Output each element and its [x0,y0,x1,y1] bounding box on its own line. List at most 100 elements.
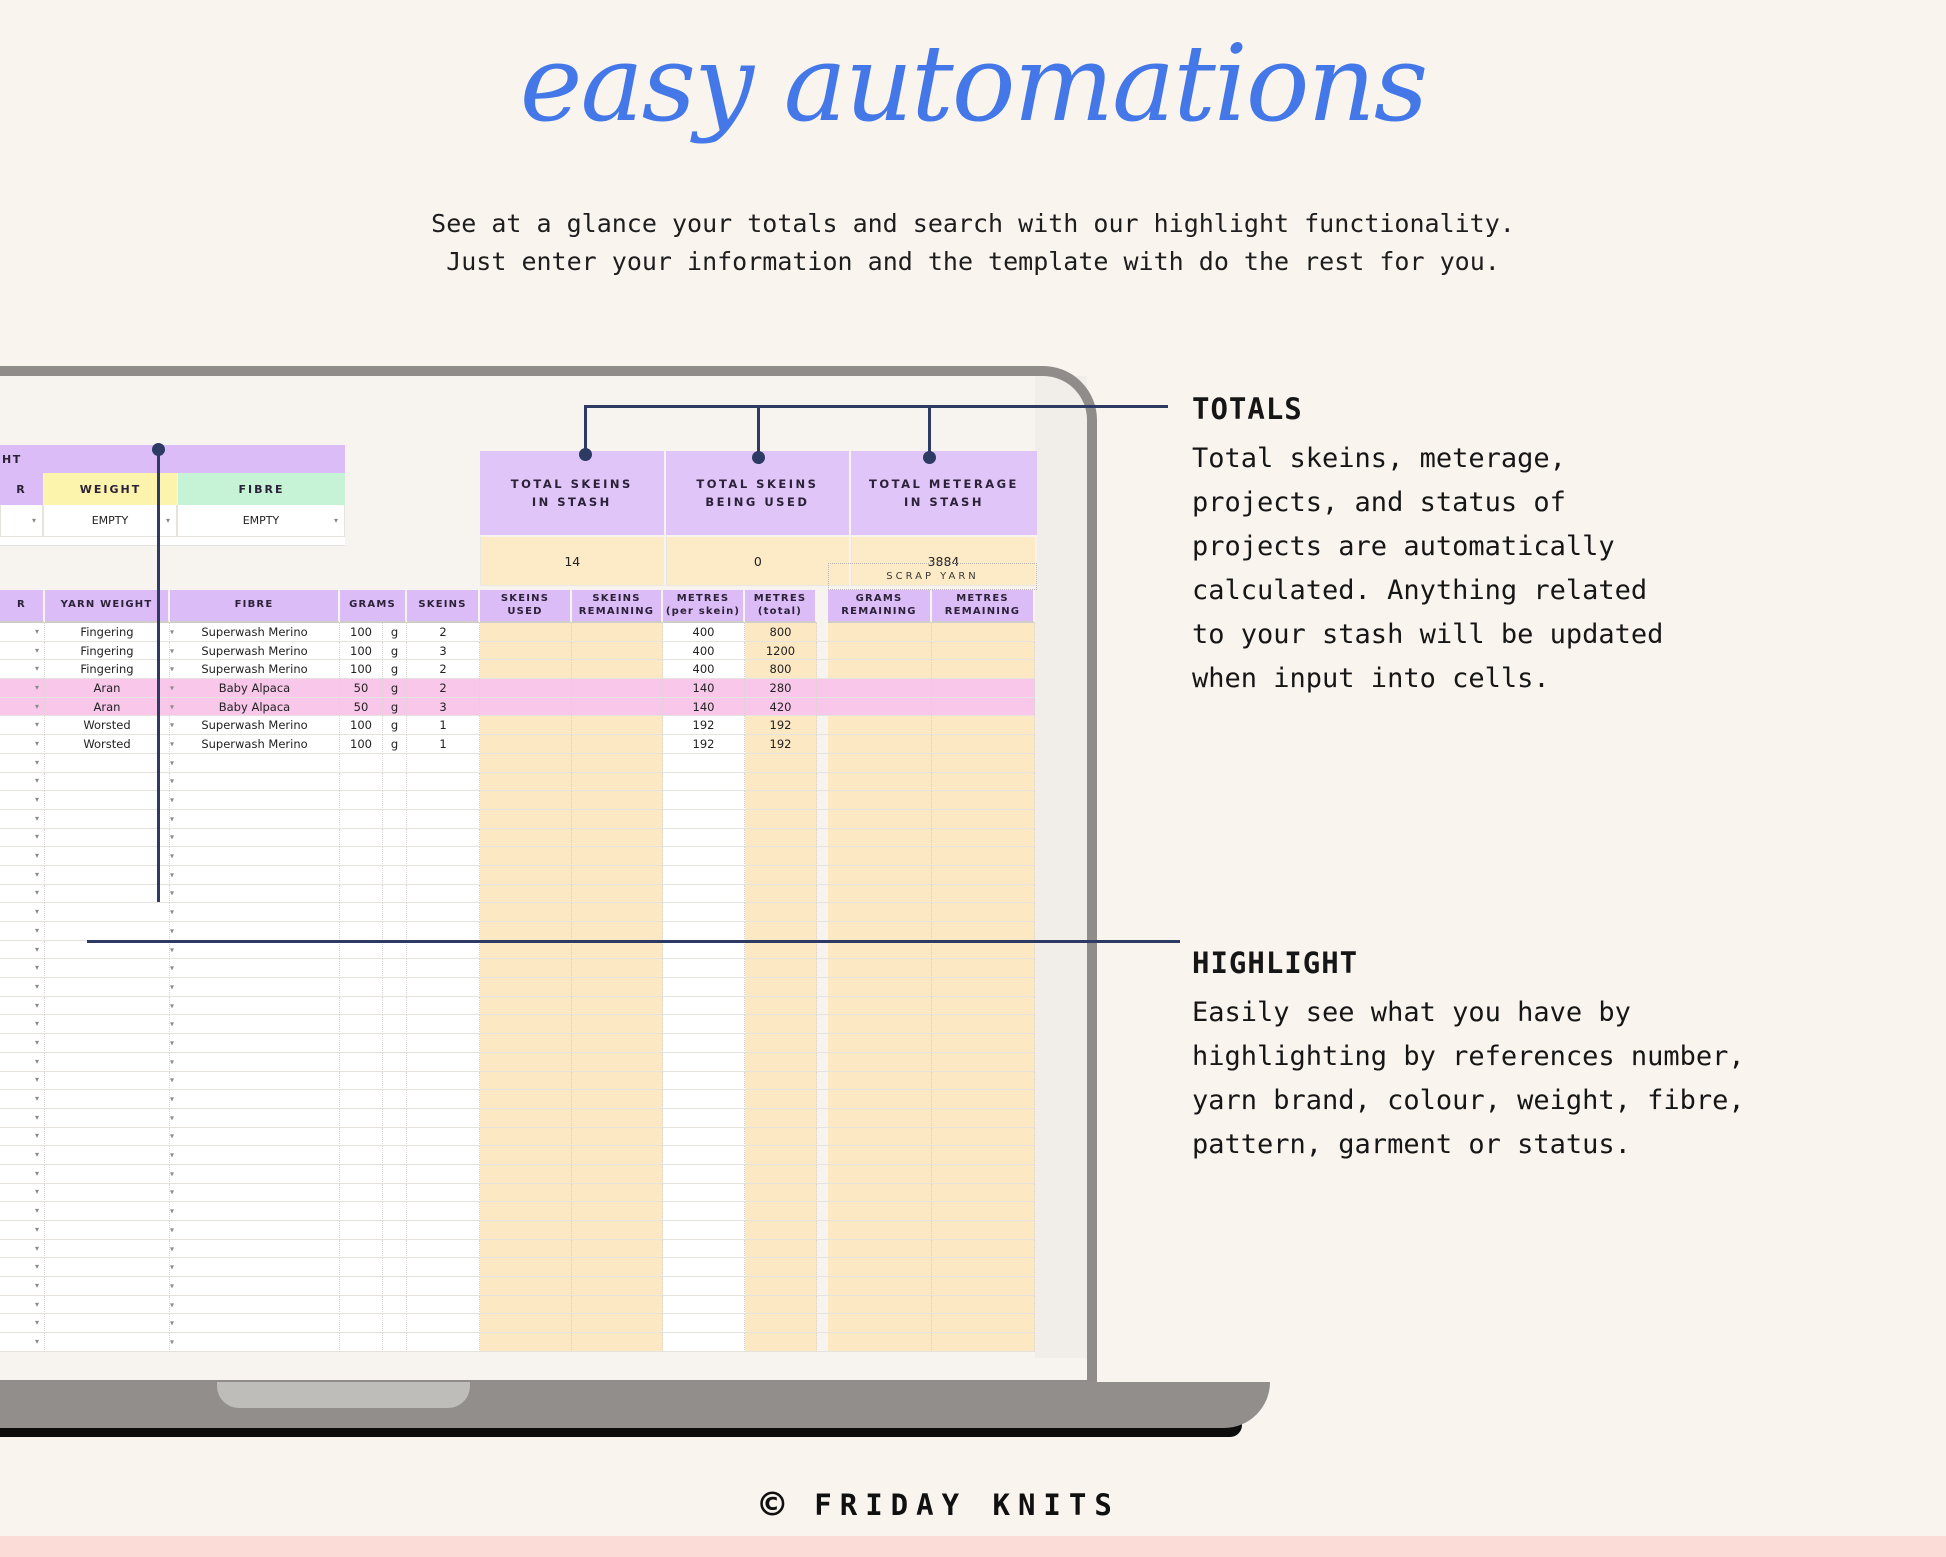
row-dropdown-arrow-icon[interactable]: ▾ [34,1299,39,1309]
row-dropdown-arrow-icon[interactable]: ▾ [169,702,174,712]
row-dropdown-arrow-icon[interactable]: ▾ [34,682,39,692]
row-dropdown-arrow-icon[interactable]: ▾ [34,1280,39,1290]
row-dropdown-arrow-icon[interactable]: ▾ [169,1131,174,1141]
row-dropdown-arrow-icon[interactable]: ▾ [34,1056,39,1066]
row-dropdown-arrow-icon[interactable]: ▾ [34,1318,39,1328]
row-dropdown-arrow-icon[interactable]: ▾ [169,776,174,786]
row-dropdown-arrow-icon[interactable]: ▾ [34,1224,39,1234]
row-dropdown-arrow-icon[interactable]: ▾ [34,1000,39,1010]
row-dropdown-arrow-icon[interactable]: ▾ [34,1206,39,1216]
row-dropdown-arrow-icon[interactable]: ▾ [169,1318,174,1328]
row-dropdown-arrow-icon[interactable]: ▾ [169,945,174,955]
row-dropdown-arrow-icon[interactable]: ▾ [34,1094,39,1104]
cell-c10 [817,1202,828,1221]
row-dropdown-arrow-icon[interactable]: ▾ [169,926,174,936]
dropdown-arrow-icon[interactable]: ▾ [333,515,338,525]
cell-c2 [170,1183,340,1203]
row-dropdown-arrow-icon[interactable]: ▾ [169,1057,174,1067]
row-dropdown-arrow-icon[interactable]: ▾ [169,1225,174,1235]
filter-ref-dropdown[interactable]: ▾ [0,505,43,537]
row-dropdown-arrow-icon[interactable]: ▾ [34,1037,39,1047]
row-dropdown-arrow-icon[interactable]: ▾ [34,851,39,861]
row-dropdown-arrow-icon[interactable]: ▾ [34,963,39,973]
row-dropdown-arrow-icon[interactable]: ▾ [169,664,174,674]
row-dropdown-arrow-icon[interactable]: ▾ [34,888,39,898]
row-dropdown-arrow-icon[interactable]: ▾ [169,1113,174,1123]
row-dropdown-arrow-icon[interactable]: ▾ [34,645,39,655]
row-dropdown-arrow-icon[interactable]: ▾ [169,627,174,637]
row-dropdown-arrow-icon[interactable]: ▾ [169,982,174,992]
row-dropdown-arrow-icon[interactable]: ▾ [169,1169,174,1179]
cell-c12 [932,1314,1035,1334]
table-row-empty: ▾ ▾ [0,1314,1035,1334]
row-dropdown-arrow-icon[interactable]: ▾ [34,1150,39,1160]
row-dropdown-arrow-icon[interactable]: ▾ [34,757,39,767]
row-dropdown-arrow-icon[interactable]: ▾ [169,1300,174,1310]
row-dropdown-arrow-icon[interactable]: ▾ [34,1131,39,1141]
row-dropdown-arrow-icon[interactable]: ▾ [34,1336,39,1346]
row-dropdown-arrow-icon[interactable]: ▾ [34,832,39,842]
cell-c8 [663,884,745,904]
row-dropdown-arrow-icon[interactable]: ▾ [169,1001,174,1011]
row-dropdown-arrow-icon[interactable]: ▾ [34,1168,39,1178]
row-dropdown-arrow-icon[interactable]: ▾ [34,1262,39,1272]
row-dropdown-arrow-icon[interactable]: ▾ [169,1206,174,1216]
row-dropdown-arrow-icon[interactable]: ▾ [169,963,174,973]
row-dropdown-arrow-icon[interactable]: ▾ [169,1262,174,1272]
cell-c4 [383,1277,407,1296]
row-dropdown-arrow-icon[interactable]: ▾ [34,925,39,935]
totals-column-label: TOTAL METERAGE IN STASH [851,451,1037,535]
row-dropdown-arrow-icon[interactable]: ▾ [169,739,174,749]
row-dropdown-arrow-icon[interactable]: ▾ [34,776,39,786]
row-dropdown-arrow-icon[interactable]: ▾ [169,1187,174,1197]
row-dropdown-arrow-icon[interactable]: ▾ [169,758,174,768]
row-dropdown-arrow-icon[interactable]: ▾ [34,1019,39,1029]
dropdown-arrow-icon[interactable]: ▾ [165,515,170,525]
row-dropdown-arrow-icon[interactable]: ▾ [34,795,39,805]
row-dropdown-arrow-icon[interactable]: ▾ [169,1281,174,1291]
row-dropdown-arrow-icon[interactable]: ▾ [169,646,174,656]
row-dropdown-arrow-icon[interactable]: ▾ [169,795,174,805]
row-dropdown-arrow-icon[interactable]: ▾ [169,1244,174,1254]
cell-c5: 3 [407,697,480,717]
cell-c5 [407,1164,480,1184]
cell-c4 [383,809,407,829]
row-dropdown-arrow-icon[interactable]: ▾ [34,1112,39,1122]
row-dropdown-arrow-icon[interactable]: ▾ [169,1019,174,1029]
row-dropdown-arrow-icon[interactable]: ▾ [34,701,39,711]
row-dropdown-arrow-icon[interactable]: ▾ [34,1075,39,1085]
table-row-empty: ▾ ▾ [0,791,1035,810]
row-dropdown-arrow-icon[interactable]: ▾ [169,1150,174,1160]
row-dropdown-arrow-icon[interactable]: ▾ [34,664,39,674]
cell-c10 [817,1165,828,1184]
cell-c2 [170,1146,340,1165]
filter-fibre-dropdown[interactable]: EMPTY ▾ [177,505,345,537]
table-row: ▾ Fingering ▾ Superwash Merino 100 g 3 400 1200 [0,641,1035,661]
row-dropdown-arrow-icon[interactable]: ▾ [169,814,174,824]
row-dropdown-arrow-icon[interactable]: ▾ [34,1243,39,1253]
row-dropdown-arrow-icon[interactable]: ▾ [169,720,174,730]
row-dropdown-arrow-icon[interactable]: ▾ [169,1337,174,1347]
cell-c0: ▾ [0,716,45,736]
row-dropdown-arrow-icon[interactable]: ▾ [169,851,174,861]
row-dropdown-arrow-icon[interactable]: ▾ [169,1038,174,1048]
row-dropdown-arrow-icon[interactable]: ▾ [34,981,39,991]
row-dropdown-arrow-icon[interactable]: ▾ [169,832,174,842]
row-dropdown-arrow-icon[interactable]: ▾ [169,1075,174,1085]
filter-weight-dropdown[interactable]: EMPTY ▾ [43,505,177,537]
row-dropdown-arrow-icon[interactable]: ▾ [169,683,174,693]
row-dropdown-arrow-icon[interactable]: ▾ [169,870,174,880]
row-dropdown-arrow-icon[interactable]: ▾ [34,1187,39,1197]
row-dropdown-arrow-icon[interactable]: ▾ [34,907,39,917]
cell-c1: ▾ [45,1239,174,1259]
row-dropdown-arrow-icon[interactable]: ▾ [34,944,39,954]
row-dropdown-arrow-icon[interactable]: ▾ [169,1094,174,1104]
row-dropdown-arrow-icon[interactable]: ▾ [169,888,174,898]
row-dropdown-arrow-icon[interactable]: ▾ [34,720,39,730]
row-dropdown-arrow-icon[interactable]: ▾ [34,869,39,879]
row-dropdown-arrow-icon[interactable]: ▾ [169,907,174,917]
row-dropdown-arrow-icon[interactable]: ▾ [34,738,39,748]
row-dropdown-arrow-icon[interactable]: ▾ [34,813,39,823]
dropdown-arrow-icon[interactable]: ▾ [31,515,36,525]
row-dropdown-arrow-icon[interactable]: ▾ [34,626,39,636]
